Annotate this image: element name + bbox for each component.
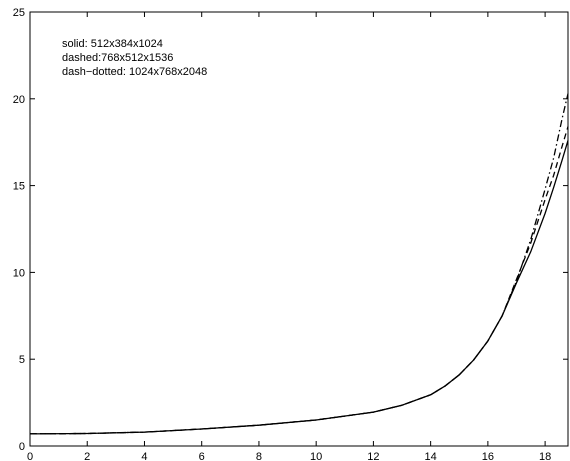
axes bbox=[29, 11, 569, 447]
x-tick-label: 18 bbox=[539, 451, 551, 461]
x-tick-label: 6 bbox=[199, 451, 205, 461]
series-line-solid bbox=[29, 140, 569, 435]
x-tick-label: 14 bbox=[425, 451, 437, 461]
legend-entry-solid: solid: 512x384x1024 bbox=[62, 38, 163, 50]
legend: solid: 512x384x1024 dashed:768x512x1536 … bbox=[62, 38, 207, 78]
series-line-dash-dotted bbox=[29, 93, 569, 435]
plot-frame bbox=[29, 11, 569, 447]
y-tick-label: 20 bbox=[13, 94, 25, 106]
legend-entry-dashed: dashed:768x512x1536 bbox=[62, 52, 173, 64]
x-tick-label: 12 bbox=[367, 451, 379, 461]
x-tick-label: 2 bbox=[84, 451, 90, 461]
x-tick-label: 10 bbox=[310, 451, 322, 461]
y-tick-label: 5 bbox=[19, 354, 25, 366]
series-layer bbox=[29, 93, 569, 435]
y-tick-label: 10 bbox=[13, 267, 25, 279]
y-tick-label: 25 bbox=[13, 7, 25, 19]
x-tick-label: 4 bbox=[141, 451, 147, 461]
x-tick-label: 0 bbox=[27, 451, 33, 461]
series-line-dashed bbox=[29, 126, 569, 435]
y-tick-label: 15 bbox=[13, 181, 25, 193]
x-tick-label: 16 bbox=[482, 451, 494, 461]
y-tick-label: 0 bbox=[19, 441, 25, 453]
x-tick-label: 8 bbox=[256, 451, 262, 461]
legend-entry-dash-dotted: dash−dotted: 1024x768x2048 bbox=[62, 66, 207, 78]
